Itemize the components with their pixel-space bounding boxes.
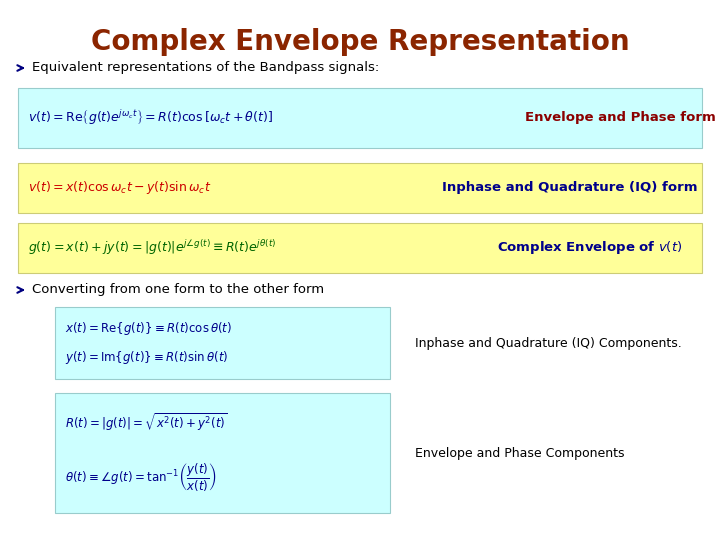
Text: Converting from one form to the other form: Converting from one form to the other fo… bbox=[32, 284, 324, 296]
Text: Inphase and Quadrature (IQ) form: Inphase and Quadrature (IQ) form bbox=[442, 181, 698, 194]
Bar bbox=[18, 223, 702, 273]
Text: $\theta(t)\equiv\angle g(t)=\tan^{-1}\!\left(\dfrac{y(t)}{x(t)}\right)$: $\theta(t)\equiv\angle g(t)=\tan^{-1}\!\… bbox=[65, 461, 217, 493]
Text: $y(t)=\mathrm{Im}\left\{g(t)\right\}\equiv R(t)\sin\theta(t)$: $y(t)=\mathrm{Im}\left\{g(t)\right\}\equ… bbox=[65, 349, 228, 366]
Text: $R(t)=|g(t)|=\sqrt{x^2(t)+y^2(t)}$: $R(t)=|g(t)|=\sqrt{x^2(t)+y^2(t)}$ bbox=[65, 412, 228, 434]
Text: Envelope and Phase form: Envelope and Phase form bbox=[525, 111, 716, 125]
Text: $v(t)=\mathrm{Re}\left\{g(t)e^{j\omega_c t}\right\}=R(t)\cos\left[\omega_c t+\th: $v(t)=\mathrm{Re}\left\{g(t)e^{j\omega_c… bbox=[28, 109, 273, 127]
Text: $x(t)=\mathrm{Re}\left\{g(t)\right\}\equiv R(t)\cos\theta(t)$: $x(t)=\mathrm{Re}\left\{g(t)\right\}\equ… bbox=[65, 320, 232, 337]
Bar bbox=[55, 393, 390, 513]
Text: Inphase and Quadrature (IQ) Components.: Inphase and Quadrature (IQ) Components. bbox=[415, 336, 682, 349]
Text: Envelope and Phase Components: Envelope and Phase Components bbox=[415, 447, 624, 460]
Text: $g(t)=x(t)+jy(t)=|g(t)|e^{j\angle g(t)}\equiv R(t)e^{j\theta(t)}$: $g(t)=x(t)+jy(t)=|g(t)|e^{j\angle g(t)}\… bbox=[28, 239, 276, 258]
Text: $v(t)=x(t)\cos\omega_c t - y(t)\sin\omega_c t$: $v(t)=x(t)\cos\omega_c t - y(t)\sin\omeg… bbox=[28, 179, 211, 197]
Bar bbox=[18, 163, 702, 213]
Text: Equivalent representations of the Bandpass signals:: Equivalent representations of the Bandpa… bbox=[32, 62, 379, 75]
Text: Complex Envelope of $v(t)$: Complex Envelope of $v(t)$ bbox=[498, 240, 683, 256]
Bar bbox=[18, 88, 702, 148]
Text: Complex Envelope Representation: Complex Envelope Representation bbox=[91, 28, 629, 56]
Bar bbox=[55, 307, 390, 379]
